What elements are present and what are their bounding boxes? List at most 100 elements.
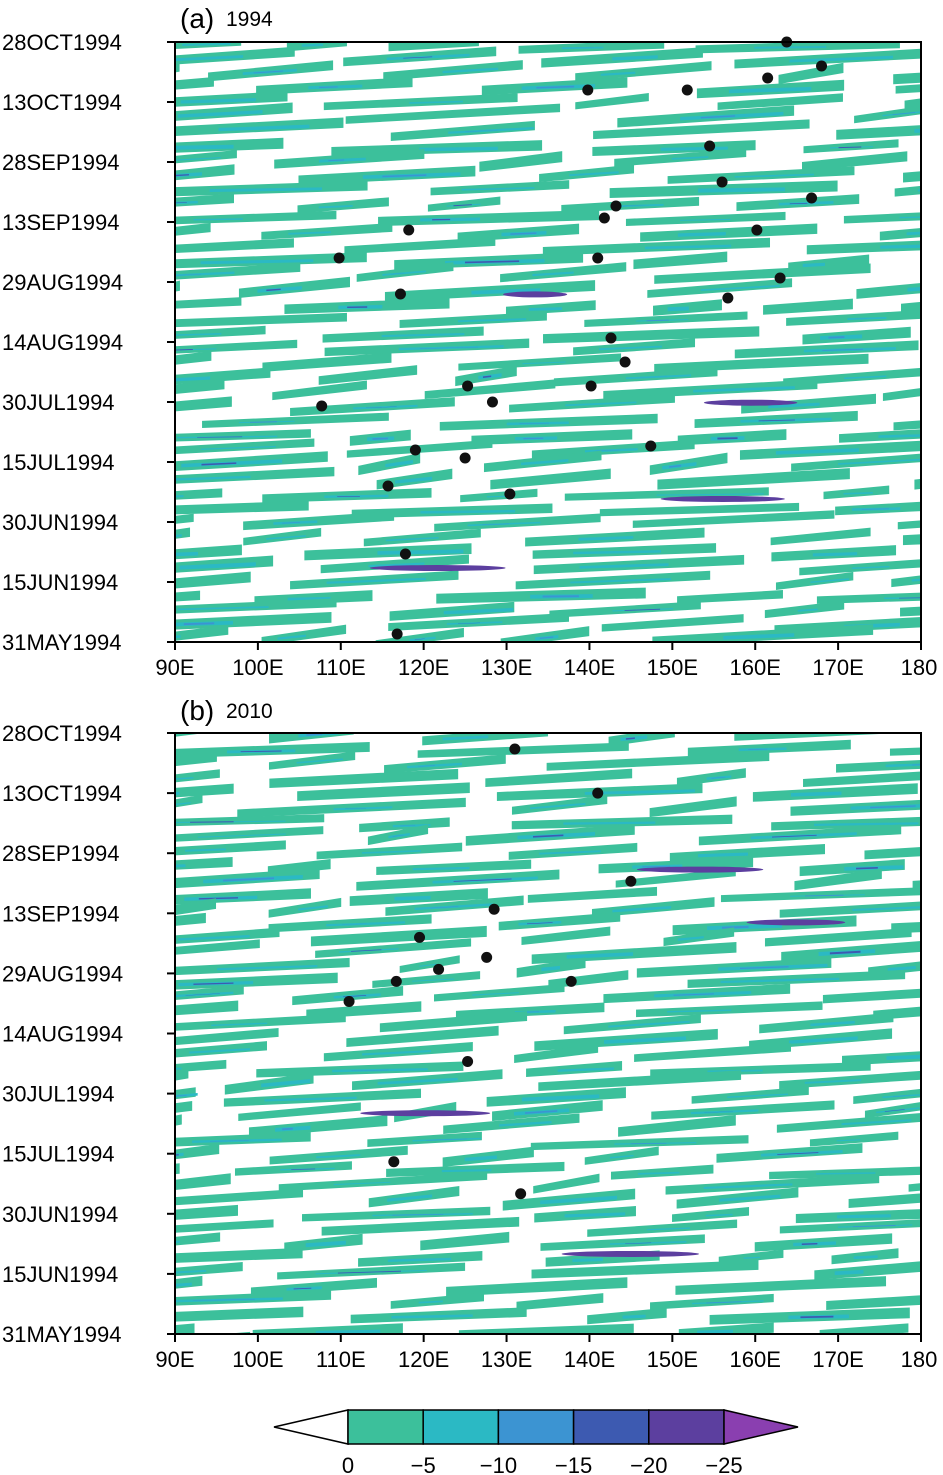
contour-band-cyan (608, 1020, 690, 1028)
typhoon-point (585, 380, 597, 392)
contour-band-green (652, 624, 874, 642)
contour-band-purple (746, 919, 846, 926)
contour-band-cyan (927, 922, 943, 928)
typhoon-point (391, 628, 403, 640)
contour-band-blue (638, 376, 668, 378)
contour-band-blue (722, 925, 749, 929)
contour-band-cyan (528, 307, 563, 311)
typhoon-point (388, 1156, 400, 1168)
contour-band-cyan (612, 905, 672, 913)
contour-band-green (936, 624, 943, 644)
contour-band-green (175, 826, 324, 842)
contour-band-blue (624, 608, 661, 611)
contour-band-cyan (466, 1341, 504, 1345)
contour-band-blue (430, 906, 459, 909)
contour-band-green (575, 61, 712, 82)
contour-band-blue (144, 763, 159, 765)
contour-band-cyan (677, 936, 704, 941)
contour-band-green (243, 511, 395, 531)
contour-band-blue (240, 750, 282, 753)
contour-band-cyan (264, 1096, 357, 1102)
contour-band-green (854, 106, 921, 124)
contour-band-blue (162, 653, 178, 654)
contour-band-green (344, 237, 496, 255)
contour-band-green (175, 1114, 182, 1126)
contour-band-green (783, 367, 921, 387)
contour-band-blue (193, 982, 234, 985)
contour-band-green (540, 1234, 705, 1251)
contour-band-cyan (211, 1022, 268, 1027)
contour-band-green (310, 925, 487, 947)
contour-band-blue (855, 1121, 887, 1124)
contour-band-cyan (179, 562, 256, 570)
contour-band-green (836, 125, 921, 140)
contour-band-cyan (933, 519, 943, 524)
contour-band-cyan (305, 1240, 346, 1248)
colorbar-segment (347, 1409, 424, 1445)
contour-band-cyan (175, 156, 222, 161)
contour-band-cyan (887, 965, 916, 971)
contour-band-green (893, 72, 921, 85)
contour-band-cyan (420, 509, 516, 514)
contour-band-blue (190, 821, 234, 823)
contour-band-green (677, 590, 783, 604)
contour-band-blue (156, 361, 169, 363)
contour-band-green (647, 278, 793, 298)
contour-band-cyan (768, 402, 820, 409)
typhoon-point (582, 84, 594, 96)
typhoon-point (605, 332, 617, 344)
contour-band-green (175, 351, 212, 365)
contour-band-cyan (911, 578, 921, 582)
contour-band-green (538, 1070, 742, 1092)
contour-band-green (175, 927, 280, 944)
contour-band-green (640, 223, 818, 242)
contour-band-green (175, 1204, 238, 1220)
contour-band-green (819, 1323, 909, 1334)
contour-band-cyan (461, 187, 535, 191)
contour-band-green (902, 534, 921, 546)
x-tick-label: 140E (564, 655, 615, 680)
contour-band-green (175, 325, 266, 339)
contour-band-green (779, 901, 921, 918)
contour-band-blue (536, 85, 575, 89)
contour-band-cyan (381, 333, 465, 338)
contour-band-cyan (385, 536, 439, 542)
contour-band-cyan (178, 935, 250, 941)
contour-band-blue (771, 834, 817, 838)
contour-band-blue (155, 1242, 170, 1243)
typhoon-point (598, 212, 610, 224)
contour-band-cyan (441, 1169, 492, 1173)
contour-band-cyan (743, 1256, 760, 1259)
contour-band-green (269, 733, 354, 744)
contour-band-green (634, 1043, 791, 1062)
contour-band-cyan (175, 635, 181, 639)
contour-band-green (420, 1231, 510, 1251)
contour-band-green (175, 1000, 239, 1016)
contour-band-green (734, 733, 901, 741)
contour-band-green (175, 814, 325, 827)
contour-band-green (175, 912, 206, 926)
contour-band-green (175, 379, 225, 395)
contour-band-blue (717, 437, 738, 440)
contour-band-green (530, 1135, 749, 1151)
contour-band-cyan (318, 204, 353, 209)
contour-band-green (599, 502, 800, 517)
contour-band-cyan (693, 386, 795, 393)
contour-band-blue (533, 834, 564, 838)
contour-band-cyan (189, 1048, 250, 1054)
contour-band-cyan (852, 565, 890, 569)
contour-band-green (175, 590, 201, 602)
contour-band-cyan (175, 791, 180, 795)
colorbar-label: 0 (342, 1453, 354, 1475)
contour-band-cyan (175, 1240, 180, 1243)
contour-band-cyan (838, 458, 921, 465)
contour-band-blue (210, 1140, 249, 1142)
panel-a-typhoon-points (316, 36, 828, 640)
contour-band-cyan (880, 244, 921, 249)
contour-band-blue (392, 834, 404, 837)
contour-band-cyan (288, 231, 331, 235)
contour-band-green (424, 379, 556, 400)
contour-band-cyan (667, 306, 689, 312)
contour-band-purple (636, 866, 764, 873)
x-tick-label: 160E (730, 1347, 781, 1372)
